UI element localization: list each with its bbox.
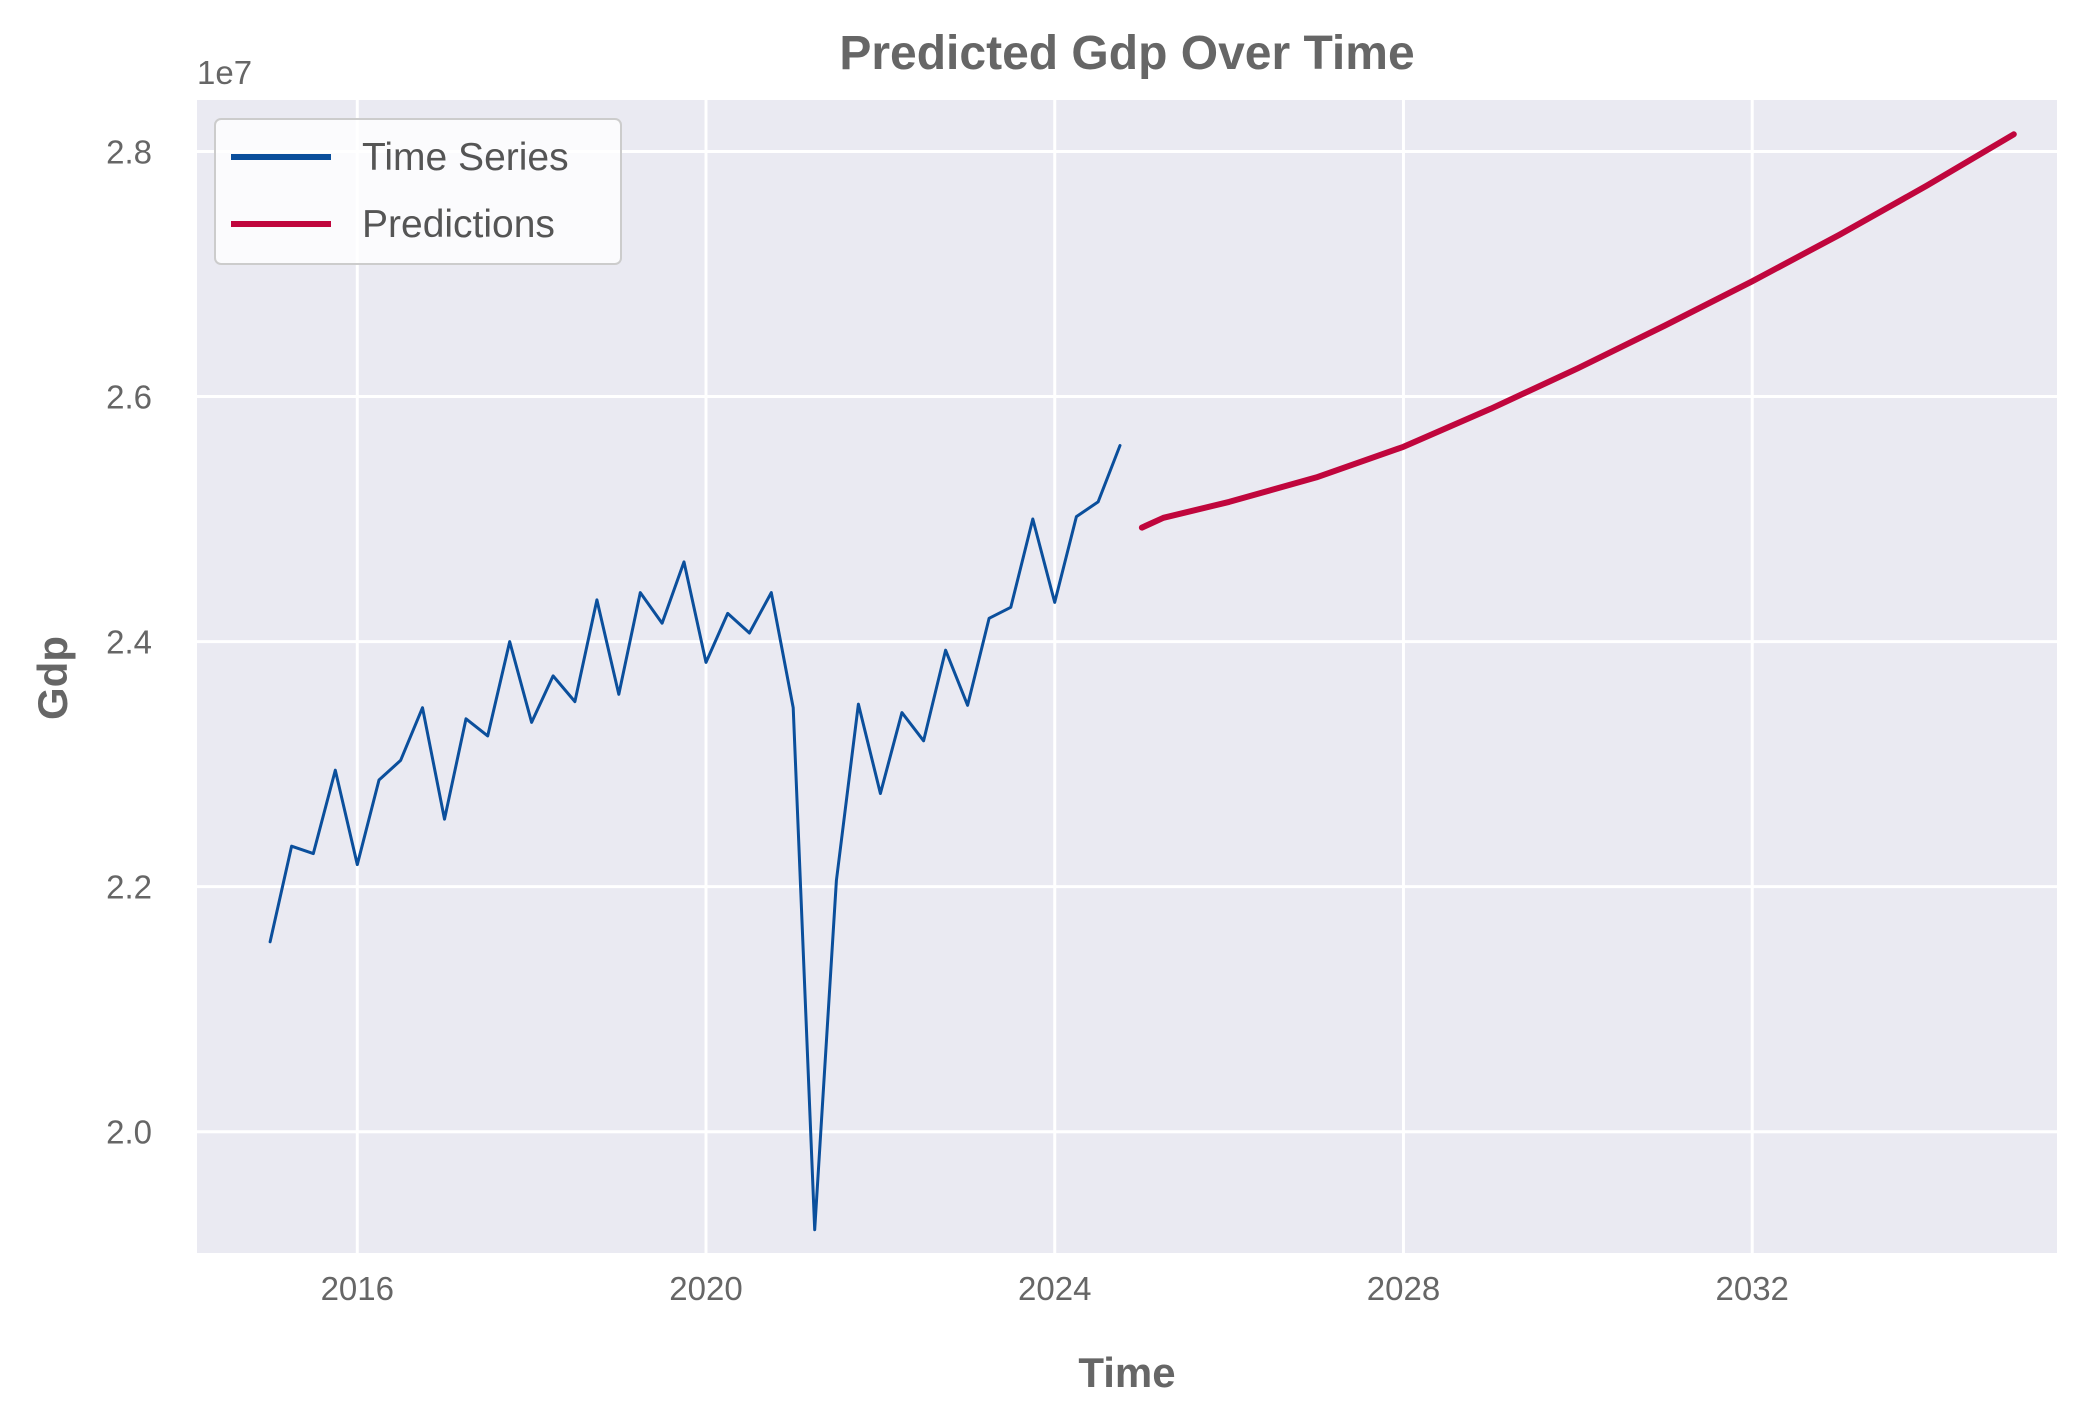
grid — [197, 100, 2057, 1253]
legend: Time Series Predictions — [214, 118, 622, 265]
y-tick-label-2.8: 2.8 — [106, 133, 152, 170]
y-tick-label-2.2: 2.2 — [106, 869, 152, 906]
y-axis-label: Gdp — [29, 636, 76, 720]
y-tick-label-2.6: 2.6 — [106, 379, 152, 416]
series-line-time-series — [268, 444, 1122, 1232]
x-tick-label-2024: 2024 — [1018, 1270, 1091, 1307]
y-exponent-label: 1e7 — [197, 54, 252, 91]
legend-label-time-series: Time Series — [362, 136, 569, 179]
y-tick-label-2.4: 2.4 — [106, 624, 152, 661]
y-tick-label-2.0: 2.0 — [106, 1114, 152, 1151]
series-line-predictions — [1138, 131, 2017, 531]
legend-label-predictions: Predictions — [362, 203, 555, 246]
chart-title: Predicted Gdp Over Time — [839, 27, 1414, 80]
x-tick-label-2020: 2020 — [669, 1270, 742, 1307]
series-layer — [268, 131, 2017, 1232]
x-tick-label-2016: 2016 — [321, 1270, 394, 1307]
plot-background — [197, 100, 2057, 1253]
x-tick-label-2028: 2028 — [1367, 1270, 1440, 1307]
x-axis-label: Time — [1078, 1349, 1175, 1396]
x-tick-label-2032: 2032 — [1716, 1270, 1789, 1307]
ticks: 2016 2020 2024 2028 2032 2.0 2.2 2.4 2.6 2.8 — [106, 133, 1789, 1307]
